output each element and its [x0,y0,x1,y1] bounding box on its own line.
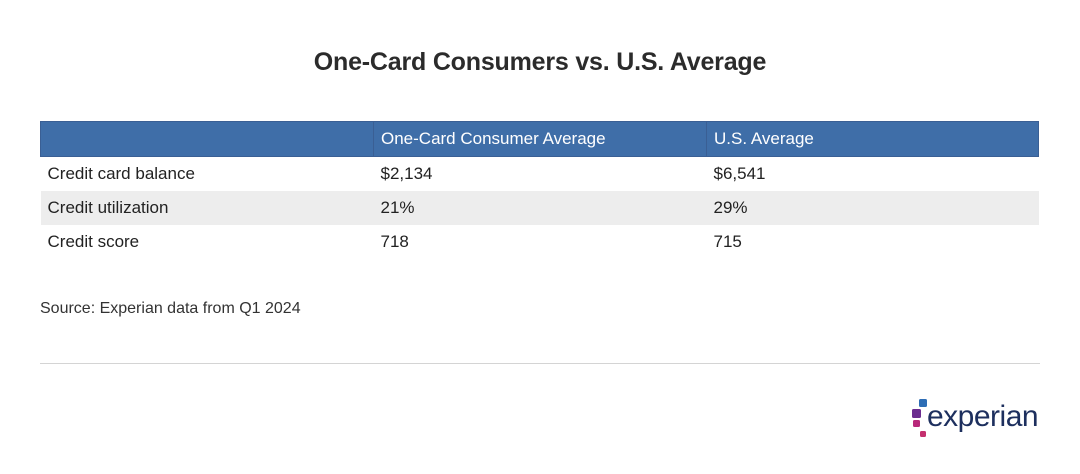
source-note: Source: Experian data from Q1 2024 [40,300,301,317]
table-row: Credit card balance $2,134 $6,541 [41,157,1039,192]
table-cell: 21% [373,191,707,225]
divider [40,363,1040,364]
table-row: Credit score 718 715 [41,225,1039,259]
column-header [40,121,374,157]
table-cell: 715 [713,232,742,251]
chart-title: One-Card Consumers vs. U.S. Average [313,48,767,76]
table-cell: 718 [380,232,409,251]
table-cell: $6,541 [713,164,766,183]
table-cell: $2,134 [380,164,433,183]
row-label: Credit utilization [40,191,374,225]
table-row: Credit utilization 21% 29% [40,191,1039,225]
logo-wordmark: experian [927,400,1039,433]
column-header: U.S. Average [706,121,1039,157]
table-cell: 29% [706,191,1039,225]
experian-logo: experian [910,398,1040,440]
experian-dots-icon [912,399,927,437]
comparison-table: One-Card Consumer Average U.S. Average C… [40,121,1039,259]
row-label: Credit card balance [47,164,195,183]
column-header: One-Card Consumer Average [373,121,707,157]
table-header-row: One-Card Consumer Average U.S. Average [40,121,1039,157]
row-label: Credit score [47,232,140,251]
